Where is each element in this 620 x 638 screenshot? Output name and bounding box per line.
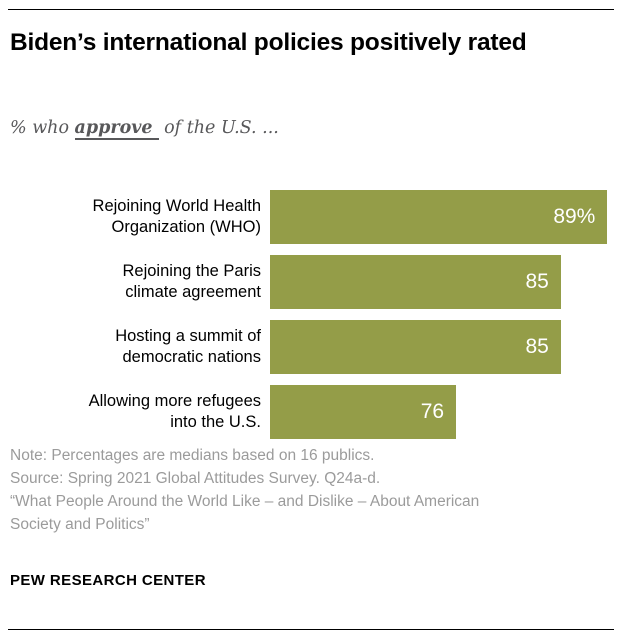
- value-label: 89%: [553, 205, 596, 228]
- bar-chart: Rejoining World Health Organization (WHO…: [10, 190, 612, 450]
- bar-row: Rejoining the Paris climate agreement 85: [10, 255, 612, 309]
- plot-area: 85: [270, 255, 612, 309]
- bar-row: Hosting a summit of democratic nations 85: [10, 320, 612, 374]
- chart-title: Biden’s international policies positivel…: [10, 29, 527, 56]
- category-label: Hosting a summit of democratic nations: [115, 327, 261, 366]
- note-line: Note: Percentages are medians based on 1…: [10, 447, 375, 464]
- bar: 85: [270, 255, 561, 309]
- value-label: 85: [525, 270, 549, 293]
- bottom-rule: [8, 629, 614, 630]
- value-label: 76: [420, 400, 445, 423]
- top-rule: [8, 9, 614, 10]
- notes-block: Note: Percentages are medians based on 1…: [10, 444, 614, 536]
- category-label: Rejoining the Paris climate agreement: [122, 262, 262, 301]
- note-line: Source: Spring 2021 Global Attitudes Sur…: [10, 470, 381, 487]
- note-line: “What People Around the World Like – and…: [10, 493, 480, 510]
- subtitle-emphasis: approve: [74, 118, 159, 140]
- note-line: Society and Politics”: [10, 516, 150, 533]
- chart-subtitle: % who approve of the U.S. ...: [10, 118, 279, 140]
- plot-area: 76: [270, 385, 612, 439]
- bar-row: Allowing more refugees into the U.S. 76: [10, 385, 612, 439]
- footer-brand: PEW RESEARCH CENTER: [10, 572, 206, 589]
- plot-area: 89%: [270, 190, 612, 244]
- bar: 76: [270, 385, 457, 439]
- category-label: Allowing more refugees into the U.S.: [88, 392, 261, 431]
- category-label: Rejoining World Health Organization (WHO…: [92, 197, 261, 236]
- bar: 85: [270, 320, 561, 374]
- subtitle-suffix: of the U.S. ...: [164, 118, 279, 138]
- bar-row: Rejoining World Health Organization (WHO…: [10, 190, 612, 244]
- value-label: 85: [525, 335, 549, 358]
- bar: 89%: [270, 190, 608, 244]
- plot-area: 85: [270, 320, 612, 374]
- subtitle-prefix: % who: [10, 118, 75, 138]
